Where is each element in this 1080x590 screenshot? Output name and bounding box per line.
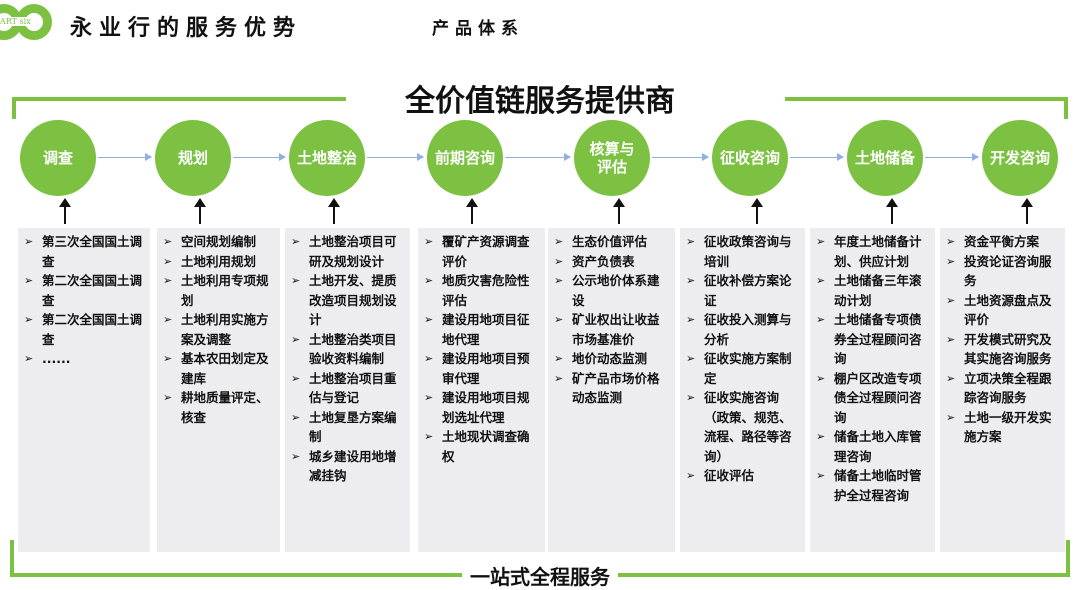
arrow-up-icon [886, 198, 898, 224]
section-title: 产品体系 [432, 19, 524, 39]
frame-line-right-bottom [1066, 540, 1070, 576]
list-item: 建设用地项目征地代理 [424, 310, 541, 349]
footer-title: 一站式全程服务 [0, 561, 1080, 590]
list-item: 征收政策咨询与培训 [686, 232, 801, 271]
arrow-right-icon [233, 153, 286, 161]
stage-circle: 核算与评估 [574, 120, 650, 196]
stage-circle: 土地储备 [847, 120, 923, 196]
arrow-right-icon [652, 153, 709, 161]
stage-circle: 规划 [155, 120, 231, 196]
list-item: 土地复垦方案编制 [291, 408, 406, 447]
list-item: 棚户区改造专项债全过程顾问咨询 [816, 369, 931, 428]
list-item: 空间规划编制 [163, 232, 276, 252]
list-item: 建设用地项目预审代理 [424, 349, 541, 388]
arrow-up-icon [613, 198, 625, 224]
frame-line-left-bottom [10, 540, 14, 576]
arrow-up-icon [1021, 198, 1033, 224]
list-item: 征收补偿方案论证 [686, 271, 801, 310]
arrow-right-icon [505, 153, 571, 161]
list-item: 第二次全国国土调查 [24, 271, 146, 310]
list-item: 地质灾害危险性评估 [424, 271, 541, 310]
arrow-right-icon [790, 153, 844, 161]
list-item: 矿业权出让收益市场基准价 [554, 310, 671, 349]
list-item: 城乡建设用地增减挂钩 [291, 447, 406, 486]
list-item: 储备土地临时管护全过程咨询 [816, 466, 931, 505]
list-item: 土地现状调查确权 [424, 427, 541, 466]
arrow-up-icon [466, 198, 478, 224]
list-item: 土地利用实施方案及调整 [163, 310, 276, 349]
list-item: 立项决策全程跟踪咨询服务 [946, 369, 1061, 408]
list-item: 矿产品市场价格动态监测 [554, 369, 671, 408]
stage-label: 规划 [177, 149, 208, 167]
arrow-up-icon [194, 198, 206, 224]
arrow-up-icon [59, 198, 71, 224]
list-item: 公示地价体系建设 [554, 271, 671, 310]
list-item: 基本农田划定及建库 [163, 349, 276, 388]
list-item: 第三次全国国土调查 [24, 232, 146, 271]
list-item: 覆矿产资源调查评价 [424, 232, 541, 271]
stage-label: 核算与评估 [589, 140, 635, 176]
frame-line-right-top [1064, 97, 1068, 119]
arrow-right-icon [367, 153, 424, 161]
list-item: 征收评估 [686, 466, 801, 486]
stage-circle: 调查 [20, 120, 96, 196]
main-title: 全价值链服务提供商 [405, 84, 675, 119]
list-item: 土地整治项目可研及规划设计 [291, 232, 406, 271]
list-item: 土地资源盘点及评价 [946, 291, 1061, 330]
list-item: 地价动态监测 [554, 349, 671, 369]
list-item: 土地开发、提质改造项目规划设计 [291, 271, 406, 330]
stage-label: 土地储备 [854, 149, 915, 167]
list-item: 土地利用规划 [163, 252, 276, 272]
stage-label: 征收咨询 [719, 149, 780, 167]
stage-circle: 开发咨询 [982, 120, 1058, 196]
list-item: ...... [24, 349, 146, 369]
arrow-up-icon [751, 198, 763, 224]
stage-detail-box: 生态价值评估资产负债表公示地价体系建设矿业权出让收益市场基准价地价动态监测矿产品… [548, 228, 675, 552]
list-item: 第二次全国国土调查 [24, 310, 146, 349]
list-item: 资金平衡方案 [946, 232, 1061, 252]
list-item: 建设用地项目规划选址代理 [424, 388, 541, 427]
list-item: 土地整治类项目验收资料编制 [291, 330, 406, 369]
list-item: 征收实施咨询（政策、规范、流程、路径等咨询） [686, 388, 801, 466]
list-item: 投资论证咨询服务 [946, 252, 1061, 291]
stage-detail-box: 空间规划编制土地利用规划土地利用专项规划土地利用实施方案及调整基本农田划定及建库… [157, 228, 280, 552]
list-item: 开发模式研究及其实施咨询服务 [946, 330, 1061, 369]
stage-label: 土地整治 [296, 149, 357, 167]
stage-circle: 前期咨询 [427, 120, 503, 196]
list-item: 土地整治项目重估与登记 [291, 369, 406, 408]
stage-detail-box: 征收政策咨询与培训征收补偿方案论证征收投入测算与分析征收实施方案制定征收实施咨询… [680, 228, 805, 552]
list-item: 土地利用专项规划 [163, 271, 276, 310]
logo: ART six [0, 4, 52, 40]
stage-label: 前期咨询 [434, 149, 495, 167]
arrow-right-icon [98, 153, 152, 161]
list-item: 生态价值评估 [554, 232, 671, 252]
stage-detail-box: 第三次全国国土调查第二次全国国土调查第二次全国国土调查...... [18, 228, 150, 552]
list-item: 储备土地入库管理咨询 [816, 427, 931, 466]
logo-text: ART six [0, 17, 33, 26]
list-item: 耕地质量评定、核查 [163, 388, 276, 427]
list-item: 征收投入测算与分析 [686, 310, 801, 349]
stage-label: 调查 [42, 149, 73, 167]
list-item: 土地储备三年滚动计划 [816, 271, 931, 310]
list-item: 土地一级开发实施方案 [946, 408, 1061, 447]
list-item: 年度土地储备计划、供应计划 [816, 232, 931, 271]
frame-line-top-right [785, 97, 1068, 101]
stage-circle: 征收咨询 [712, 120, 788, 196]
arrow-up-icon [328, 198, 340, 224]
stage-detail-box: 年度土地储备计划、供应计划土地储备三年滚动计划土地储备专项债券全过程顾问咨询棚户… [810, 228, 935, 552]
stage-detail-box: 资金平衡方案投资论证咨询服务土地资源盘点及评价开发模式研究及其实施咨询服务立项决… [940, 228, 1065, 552]
list-item: 土地储备专项债券全过程顾问咨询 [816, 310, 931, 369]
frame-line-left-top [12, 97, 16, 119]
stage-detail-box: 土地整治项目可研及规划设计土地开发、提质改造项目规划设计土地整治类项目验收资料编… [285, 228, 410, 552]
list-item: 资产负债表 [554, 252, 671, 272]
frame-line-top-left [12, 97, 346, 101]
page-title: 永业行的服务优势 [70, 16, 303, 41]
arrow-right-icon [925, 153, 979, 161]
stage-label: 开发咨询 [989, 149, 1050, 167]
stage-circle: 土地整治 [289, 120, 365, 196]
list-item: 征收实施方案制定 [686, 349, 801, 388]
stage-detail-box: 覆矿产资源调查评价地质灾害危险性评估建设用地项目征地代理建设用地项目预审代理建设… [418, 228, 545, 552]
